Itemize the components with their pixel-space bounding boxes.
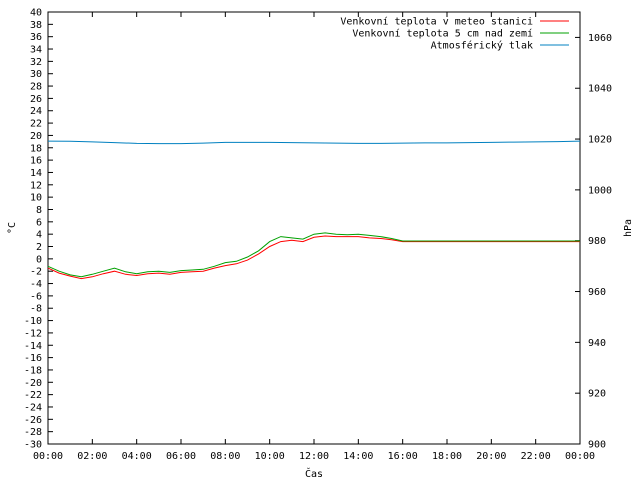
y-left-tick-label: 26 <box>30 94 42 105</box>
y-left-tick-label: 4 <box>36 230 42 241</box>
x-tick-label: 18:00 <box>432 451 462 462</box>
y-left-tick-label: 14 <box>30 168 42 179</box>
y-left-tick-label: -16 <box>24 353 42 364</box>
y-right-tick-label: 980 <box>588 236 606 247</box>
y-left-tick-labels: -30-28-26-24-22-20-18-16-14-12-10-8-6-4-… <box>24 8 42 451</box>
y-left-tick-label: 10 <box>30 193 42 204</box>
y-left-tick-label: 24 <box>30 106 42 117</box>
y-right-tick-label: 1060 <box>588 33 612 44</box>
y-right-tick-label: 1040 <box>588 84 612 95</box>
y-right-tick-label: 960 <box>588 287 606 298</box>
x-tick-label: 10:00 <box>255 451 285 462</box>
y-left-tick-label: -30 <box>24 440 42 451</box>
y-left-tick-label: 22 <box>30 119 42 130</box>
x-tick-label: 04:00 <box>122 451 152 462</box>
y-left-tick-label: -24 <box>24 402 42 413</box>
y-left-tick-label: -12 <box>24 328 42 339</box>
x-tick-label: 20:00 <box>476 451 506 462</box>
y-left-tick-label: -10 <box>24 316 42 327</box>
x-tick-label: 00:00 <box>565 451 595 462</box>
x-tick-label: 14:00 <box>343 451 373 462</box>
legend-label: Venkovní teplota v meteo stanici <box>340 16 533 28</box>
y-left-tick-label: 40 <box>30 8 42 19</box>
plot-area <box>47 11 581 445</box>
y-left-tick-label: 2 <box>36 242 42 253</box>
x-tick-label: 12:00 <box>299 451 329 462</box>
series-line-3 <box>47 140 581 145</box>
y-left-tick-label: 36 <box>30 32 42 43</box>
x-tick-label: 02:00 <box>77 451 107 462</box>
y-left-tick-label: 0 <box>36 254 42 265</box>
y-left-tick-label: 28 <box>30 82 42 93</box>
legend-label: Venkovní teplota 5 cm nad zemí <box>352 28 533 40</box>
y-right-axis-title: hPa <box>623 219 634 237</box>
y-left-tick-label: -8 <box>30 304 42 315</box>
tick-marks <box>47 11 581 445</box>
series-line-1 <box>47 235 580 280</box>
series-line-2 <box>47 232 580 278</box>
y-left-tick-label: 32 <box>30 57 42 68</box>
y-left-tick-label: -14 <box>24 341 42 352</box>
x-tick-label: 06:00 <box>166 451 196 462</box>
y-left-tick-label: 34 <box>30 45 42 56</box>
y-right-tick-label: 920 <box>588 389 606 400</box>
y-left-tick-label: -2 <box>30 267 42 278</box>
y-right-tick-label: 1020 <box>588 135 612 146</box>
y-left-tick-label: -18 <box>24 365 42 376</box>
x-tick-label: 08:00 <box>210 451 240 462</box>
y-left-tick-label: -26 <box>24 415 42 426</box>
legend-label: Atmosférický tlak <box>431 40 533 52</box>
x-axis-title: Čas <box>305 467 323 480</box>
y-left-axis-title: °C <box>7 222 18 234</box>
y-left-tick-label: 16 <box>30 156 42 167</box>
y-left-tick-label: -4 <box>30 279 42 290</box>
y-left-tick-label: -28 <box>24 427 42 438</box>
y-right-tick-label: 940 <box>588 338 606 349</box>
y-right-tick-labels: 900 920 940 960 980 1000 1020 1040 1060 <box>588 33 612 451</box>
y-left-tick-label: 20 <box>30 131 42 142</box>
x-tick-label: 00:00 <box>33 451 63 462</box>
y-left-tick-label: -22 <box>24 390 42 401</box>
series-lines <box>47 140 581 280</box>
y-left-tick-label: -6 <box>30 291 42 302</box>
y-left-tick-label: 8 <box>36 205 42 216</box>
y-right-tick-label: 900 <box>588 440 606 451</box>
legend: Venkovní teplota v meteo staniciVenkovní… <box>340 16 569 52</box>
y-left-tick-label: 30 <box>30 69 42 80</box>
x-tick-labels: 00:00 02:00 04:00 06:00 08:00 10:00 12:00 14:00… <box>33 451 595 462</box>
x-tick-label: 22:00 <box>521 451 551 462</box>
y-left-tick-label: -20 <box>24 378 42 389</box>
y-left-tick-label: 6 <box>36 217 42 228</box>
y-left-tick-label: 12 <box>30 180 42 191</box>
y-left-tick-label: 38 <box>30 20 42 31</box>
y-left-tick-label: 18 <box>30 143 42 154</box>
x-tick-label: 16:00 <box>388 451 418 462</box>
y-right-tick-label: 1000 <box>588 185 612 196</box>
